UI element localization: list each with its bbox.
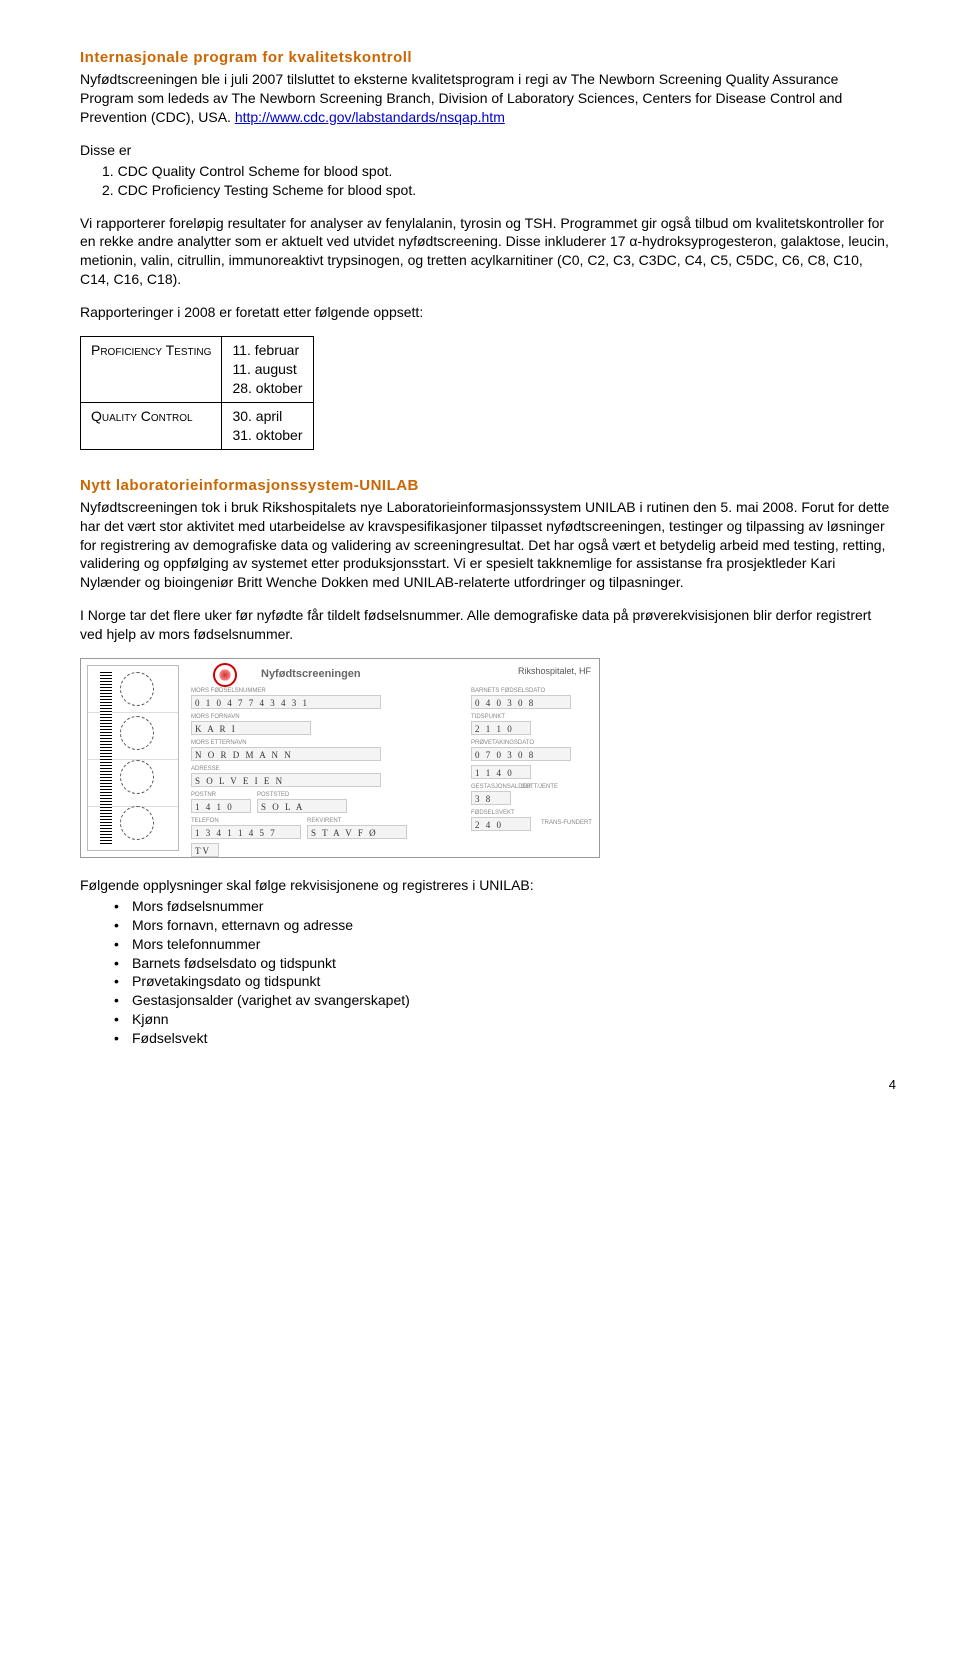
label-sample: PRØVETAKINGSDATO [471, 739, 534, 747]
label-time: TIDSPUNKT [471, 713, 505, 721]
field-lname: N O R D M A N N [191, 747, 381, 761]
list-item: Fødselsvekt [114, 1029, 896, 1048]
field-fname: K A R I [191, 721, 311, 735]
label-post: POSTNR [191, 791, 216, 799]
seal-icon [213, 663, 237, 687]
heading-quality-programs: Internasjonale program for kvalitetskont… [80, 48, 896, 68]
list-item: Gestasjonsalder (varighet av svangerskap… [114, 991, 896, 1010]
blood-spot-card [87, 665, 179, 851]
field-postcode: 1 4 1 0 [191, 799, 251, 813]
field-sampletime: 1 1 4 0 [471, 765, 531, 779]
table-dates-proficiency: 11. februar 11. august 28. oktober [222, 337, 313, 403]
scheme-item-2: CDC Proficiency Testing Scheme for blood… [102, 181, 896, 200]
field-gest: 3 8 [471, 791, 511, 805]
label-fname: MORS FORNAVN [191, 713, 240, 721]
label-rekv: REKVIRENT [307, 817, 341, 825]
field-wt: 2 4 0 [471, 817, 531, 831]
label-tel: TELEFON [191, 817, 219, 825]
list-item: Mors telefonnummer [114, 935, 896, 954]
list-item: Barnets fødselsdato og tidspunkt [114, 954, 896, 973]
paragraph-reporting-setup: Rapporteringer i 2008 er foretatt etter … [80, 303, 896, 322]
paragraph-intro: Nyfødtscreeningen ble i juli 2007 tilslu… [80, 70, 896, 127]
label-fnr: MORS FØDSELSNUMMER [191, 687, 266, 695]
form-hospital: Rikshospitalet, HF [518, 665, 591, 677]
bullet-intro: Følgende opplysninger skal følge rekvisi… [80, 876, 896, 895]
requisition-form-graphic: Nyfødtscreeningen Rikshospitalet, HF MOR… [80, 658, 600, 858]
label-poststed: POSTSTED [257, 791, 289, 799]
reporting-table: Proficiency Testing 11. februar 11. augu… [80, 336, 314, 449]
label-birth: BARNETS FØDSELSDATO [471, 687, 545, 695]
label-lname: MORS ETTERNAVN [191, 739, 247, 747]
table-dates-quality: 30. april 31. oktober [222, 402, 313, 449]
label-addr: ADRESSE [191, 765, 220, 773]
label-sex: GUTT/JENTE [521, 783, 558, 791]
paragraph-unilab-1: Nyfødtscreeningen tok i bruk Rikshospita… [80, 498, 896, 592]
field-birthtime: 2 1 1 0 [471, 721, 531, 735]
blood-spot-circle [120, 716, 154, 750]
paragraph-unilab-2: I Norge tar det flere uker før nyfødte f… [80, 606, 896, 644]
form-title: Nyfødtscreeningen [261, 667, 361, 682]
list-intro: Disse er [80, 141, 896, 160]
field-sampledate: 0 7 0 3 0 8 [471, 747, 571, 761]
list-item: Prøvetakingsdato og tidspunkt [114, 972, 896, 991]
field-phone: 1 3 4 1 1 4 5 7 [191, 825, 301, 839]
field-tv: TV [191, 843, 219, 857]
field-fnr: 0 1 0 4 7 7 4 3 4 3 1 [191, 695, 381, 709]
list-item: Mors fornavn, etternavn og adresse [114, 916, 896, 935]
field-addr: S O L V E I E N [191, 773, 381, 787]
cdc-link[interactable]: http://www.cdc.gov/labstandards/nsqap.ht… [235, 109, 505, 125]
label-wt: FØDSELSVEKT [471, 809, 515, 817]
table-label-quality: Quality Control [81, 402, 222, 449]
scheme-list: CDC Quality Control Scheme for blood spo… [102, 162, 896, 200]
blood-spot-circle [120, 672, 154, 706]
page-number: 4 [80, 1076, 896, 1094]
blood-spot-circle [120, 806, 154, 840]
table-label-proficiency: Proficiency Testing [81, 337, 222, 403]
field-rekv: S T A V F Ø [307, 825, 407, 839]
list-item: Kjønn [114, 1010, 896, 1029]
paragraph-analytes: Vi rapporterer foreløpig resultater for … [80, 214, 896, 290]
barcode-icon [100, 672, 112, 844]
field-birthdate: 0 4 0 3 0 8 [471, 695, 571, 709]
heading-unilab: Nytt laboratorieinformasjonssystem-UNILA… [80, 476, 896, 496]
list-item: Mors fødselsnummer [114, 897, 896, 916]
field-city: S O L A [257, 799, 347, 813]
requisition-fields-list: Mors fødselsnummer Mors fornavn, etterna… [114, 897, 896, 1048]
label-trans: TRANS-FUNDERT [541, 819, 592, 827]
scheme-item-1: CDC Quality Control Scheme for blood spo… [102, 162, 896, 181]
blood-spot-circle [120, 760, 154, 794]
